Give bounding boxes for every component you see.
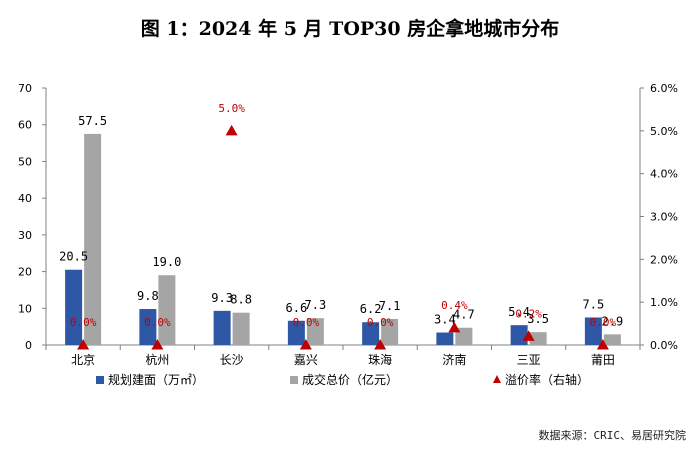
y-right-tick-label: 4.0% <box>650 168 678 181</box>
bar-planned-area <box>436 332 454 345</box>
y-left-tick-label: 40 <box>18 192 32 205</box>
bar-value-label: 9.3 <box>211 291 233 305</box>
premium-rate-marker <box>77 339 90 350</box>
x-tick-label: 济南 <box>442 352 466 367</box>
bar-value-label: 6.2 <box>360 302 382 316</box>
y-right-tick-label: 2.0% <box>650 253 678 266</box>
bar-total-price <box>306 318 324 345</box>
x-tick-label: 嘉兴 <box>294 353 318 367</box>
premium-rate-label: 0.0% <box>293 316 320 329</box>
y-left-tick-label: 10 <box>18 302 32 315</box>
bar-value-label: 57.5 <box>78 114 107 128</box>
bar-value-label: 3.5 <box>527 312 549 326</box>
premium-rate-marker <box>225 124 238 136</box>
premium-rate-marker <box>448 321 461 333</box>
bar-planned-area <box>287 320 305 345</box>
y-left-tick-label: 70 <box>18 82 32 95</box>
bar-value-label: 20.5 <box>59 250 88 264</box>
y-right-tick-label: 6.0% <box>650 82 678 95</box>
premium-rate-label: 0.0% <box>590 316 617 329</box>
legend-swatch <box>290 376 298 384</box>
bar-planned-area <box>362 322 380 345</box>
y-right-tick-label: 0.0% <box>650 339 678 352</box>
chart-legend: 规划建面（万㎡） 成交总价（亿元） 溢价率（右轴） <box>96 372 589 387</box>
bar-planned-area <box>510 325 528 345</box>
bar-total-price <box>603 334 621 345</box>
x-tick-label: 北京 <box>71 353 95 367</box>
bar-value-label: 19.0 <box>152 255 181 269</box>
bar-planned-area <box>65 269 83 345</box>
chart-title: 图 1：2024 年 5 月 TOP30 房企拿地城市分布 <box>140 18 560 40</box>
bar-value-label: 7.1 <box>379 299 401 313</box>
y-right-tick-label: 5.0% <box>650 125 678 138</box>
chart-markers <box>77 124 609 350</box>
premium-rate-label: 0.0% <box>144 316 171 329</box>
bar-total-price <box>529 332 547 345</box>
bar-value-label: 7.3 <box>305 298 327 312</box>
bar-value-label: 8.8 <box>230 293 252 307</box>
x-tick-label: 杭州 <box>145 352 169 367</box>
x-tick-label: 莆田 <box>591 353 615 367</box>
bar-value-label: 9.8 <box>137 289 159 303</box>
bar-total-price <box>381 318 399 345</box>
bar-value-label: 2.9 <box>602 314 624 328</box>
premium-rate-label: 0.0% <box>367 316 394 329</box>
premium-rate-marker <box>151 339 164 350</box>
bar-value-label: 3.4 <box>434 313 456 327</box>
premium-rate-marker <box>522 330 535 341</box>
y-right-tick-label: 3.0% <box>650 211 678 224</box>
premium-rate-label: 0.4% <box>441 299 468 312</box>
bar-total-price <box>84 133 102 345</box>
bar-total-price <box>158 275 176 345</box>
x-tick-label: 珠海 <box>368 352 392 367</box>
bar-value-label: 4.7 <box>453 308 475 322</box>
chart-bars <box>65 133 621 345</box>
bar-planned-area <box>139 309 157 345</box>
y-left-tick-label: 0 <box>25 339 32 352</box>
premium-rate-marker <box>596 339 609 350</box>
legend-label: 溢价率（右轴） <box>505 372 589 387</box>
chart-data-labels: 20.5 57.5 9.8 19.0 9.38.8 6.67.3 6.27.1 3.44.7 5… <box>59 102 623 329</box>
bar-value-label: 7.5 <box>583 297 605 311</box>
y-left-tick-label: 50 <box>18 155 32 168</box>
y-left-tick-label: 30 <box>18 229 32 242</box>
bar-value-label: 6.6 <box>286 301 308 315</box>
bar-value-label: 5.4 <box>508 305 530 319</box>
source-note: 数据来源：CRIC、易居研究院 <box>538 429 687 442</box>
y-left-tick-label: 20 <box>18 266 32 279</box>
premium-rate-label: 5.0% <box>218 102 245 115</box>
legend-label: 规划建面（万㎡） <box>108 372 204 387</box>
premium-rate-label: 0.2% <box>515 307 542 320</box>
y-right-tick-label: 1.0% <box>650 296 678 309</box>
x-tick-label: 长沙 <box>220 353 244 367</box>
x-tick-label: 三亚 <box>517 353 541 367</box>
legend-label: 成交总价（亿元） <box>302 372 398 387</box>
bar-planned-area <box>213 310 231 345</box>
premium-rate-marker <box>299 339 312 350</box>
bar-total-price <box>232 312 250 345</box>
bar-planned-area <box>584 317 602 345</box>
premium-rate-marker <box>374 339 387 350</box>
legend-swatch <box>96 376 104 384</box>
premium-rate-label: 0.0% <box>70 316 97 329</box>
legend-marker-swatch <box>493 375 501 383</box>
chart-axes: 0 10 20 30 40 50 60 70 0.0% 1.0% 2.0% 3.0% 4.0% 5.0% 6… <box>18 82 678 367</box>
y-left-tick-label: 60 <box>18 119 32 132</box>
